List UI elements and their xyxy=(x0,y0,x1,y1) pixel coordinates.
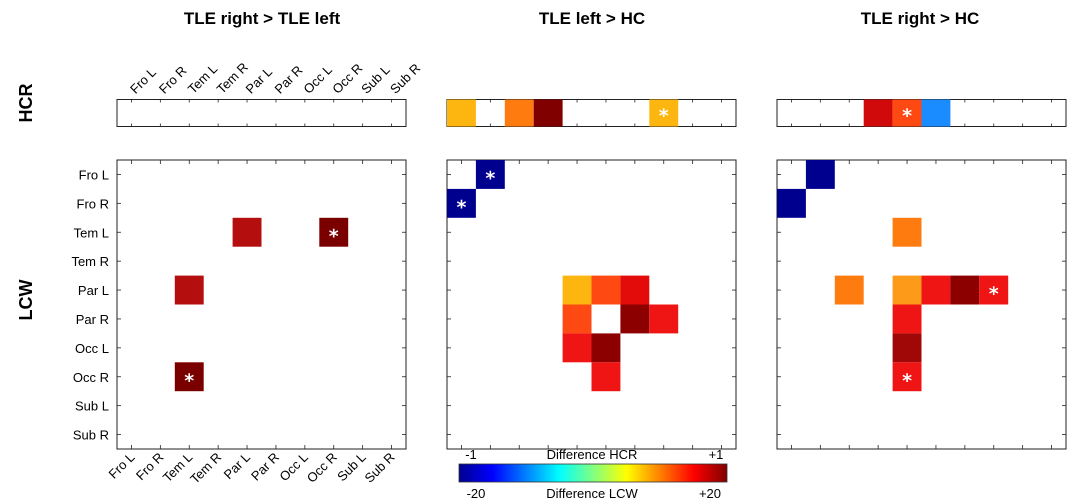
tick-label-left: Fro L xyxy=(79,167,109,182)
panel-1: ** xyxy=(116,99,407,450)
tick-label-bottom: Par R xyxy=(248,450,282,484)
hcr-cell-tem-r xyxy=(533,99,563,127)
lcw-cell xyxy=(950,275,980,305)
tick-label-left: Par L xyxy=(78,283,109,298)
colorbar-lcw-label: Difference LCW xyxy=(546,486,638,501)
significance-star: * xyxy=(659,105,669,127)
hcr-cell-fro-l xyxy=(447,99,476,127)
lcw-cell xyxy=(591,275,621,305)
significance-star: * xyxy=(989,283,999,305)
lcw-cell xyxy=(562,304,592,334)
significance-star: * xyxy=(456,196,466,218)
tick-label-top: Par R xyxy=(271,63,305,97)
lcw-cell xyxy=(174,362,204,392)
lcw-cell xyxy=(591,362,621,392)
panel-title-1: TLE right > TLE left xyxy=(184,9,341,28)
significance-star: * xyxy=(329,225,339,247)
tick-label-top: Fro R xyxy=(156,63,190,97)
lcw-cell xyxy=(892,275,922,305)
colorbar-gradient xyxy=(458,463,728,483)
significance-star: * xyxy=(184,370,194,392)
hcr-cell-occ-r xyxy=(649,99,679,127)
significance-star: * xyxy=(902,105,912,127)
tick-label-bottom: Sub R xyxy=(362,450,398,486)
tick-label-left: Occ L xyxy=(75,341,109,356)
lcw-cell xyxy=(475,160,505,189)
tick-label-left: Par R xyxy=(76,312,109,327)
lcw-cell xyxy=(805,160,835,189)
colorbar-hcr-label: Difference HCR xyxy=(547,447,638,462)
hcr-cell-tem-l xyxy=(504,99,534,127)
tick-label-bottom: Par L xyxy=(221,450,254,483)
panel-2: * * * xyxy=(446,99,737,450)
colorbar-lcw-min: -20 xyxy=(467,486,486,501)
hcr-cell-par-l xyxy=(892,99,922,127)
significance-star: * xyxy=(485,167,495,189)
tick-label-bottom: Fro L xyxy=(106,450,138,482)
lcw-cell xyxy=(892,217,922,247)
hcr-frame xyxy=(446,99,737,127)
panel-3: * * * xyxy=(776,99,1067,450)
lcw-cell xyxy=(892,304,922,334)
hcr-cell-par-r xyxy=(921,99,951,127)
lcw-cell xyxy=(174,275,204,305)
lcw-cell xyxy=(620,304,650,334)
tick-label-top: Occ R xyxy=(329,60,365,96)
lcw-cell xyxy=(892,333,922,363)
lcw-cell xyxy=(447,188,476,218)
lcw-cell xyxy=(834,275,864,305)
lcw-cell xyxy=(591,333,621,363)
tick-label-top: Sub R xyxy=(387,60,423,96)
colorbar-hcr-min: -1 xyxy=(465,447,477,462)
tick-label-left: Tem R xyxy=(71,254,109,269)
tick-label-bottom: Sub L xyxy=(334,450,369,485)
tick-label-bottom: Occ L xyxy=(276,450,311,485)
row-label-hcr: HCR xyxy=(16,84,36,123)
tick-label-left: Tem L xyxy=(74,225,109,240)
lcw-cell xyxy=(921,275,951,305)
row-label-lcw: LCW xyxy=(16,279,36,320)
tick-label-top: Sub L xyxy=(358,62,393,97)
tick-label-left: Occ R xyxy=(73,370,109,385)
tick-label-top: Fro L xyxy=(127,65,159,97)
lcw-cell xyxy=(319,217,349,247)
tick-label-bottom: Tem R xyxy=(187,450,224,487)
lcw-cell xyxy=(562,275,592,305)
hcr-cell-tem-r xyxy=(863,99,893,127)
lcw-cell xyxy=(979,275,1009,305)
tick-label-top: Occ L xyxy=(300,62,335,97)
tick-label-left: Sub R xyxy=(73,428,109,443)
significance-star: * xyxy=(902,370,912,392)
tick-label-left: Sub L xyxy=(75,399,109,414)
panel-title-3: TLE right > HC xyxy=(861,9,980,28)
tick-label-left: Fro R xyxy=(77,196,110,211)
lcw-frame xyxy=(116,159,407,450)
colorbar-hcr-max: +1 xyxy=(709,447,724,462)
colorbar-lcw-max: +20 xyxy=(699,486,721,501)
panel-title-2: TLE left > HC xyxy=(539,9,645,28)
lcw-cell xyxy=(232,217,262,247)
tick-label-top: Tem R xyxy=(214,59,251,96)
lcw-cell xyxy=(892,362,922,392)
tick-label-bottom: Fro R xyxy=(133,450,167,484)
lcw-cell xyxy=(777,188,806,218)
lcw-cell xyxy=(562,333,592,363)
lcw-cell xyxy=(649,304,679,334)
colorbar: -1 Difference HCR +1 -20 Difference LCW … xyxy=(458,447,728,501)
hcr-frame xyxy=(116,99,407,127)
tick-label-top: Tem L xyxy=(185,61,221,97)
lcw-cell xyxy=(620,275,650,305)
tick-label-bottom: Occ R xyxy=(304,450,340,486)
